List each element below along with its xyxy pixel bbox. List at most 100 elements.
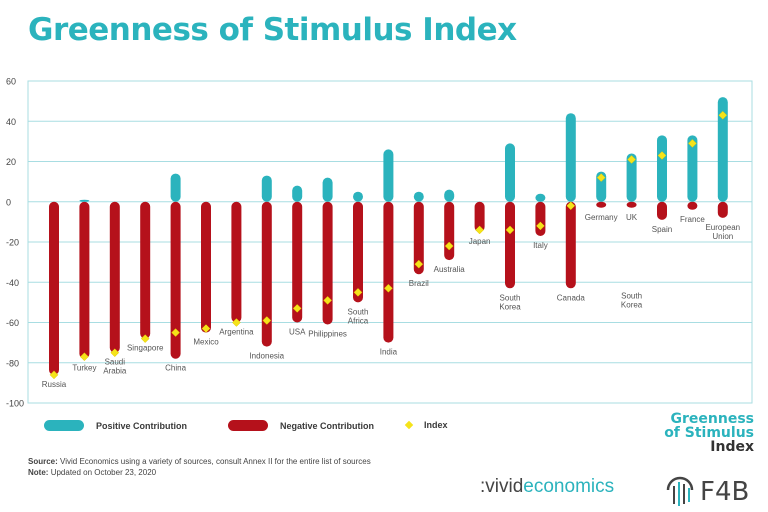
negative-bar: [687, 201, 698, 210]
category-label: European Union: [705, 223, 740, 241]
y-tick-label: -20: [6, 238, 19, 248]
y-tick-label: 20: [6, 157, 16, 167]
positive-bar: [261, 175, 272, 202]
vivid-logo-suffix: economics: [523, 476, 615, 497]
positive-bar: [383, 149, 394, 202]
negative-bar: [231, 201, 242, 323]
f4b-mark-icon: [666, 476, 694, 506]
index-marker: [657, 151, 667, 160]
y-tick-label: -80: [6, 358, 19, 368]
category-label: Singapore: [127, 344, 164, 353]
index-logo-line-3: Index: [710, 439, 754, 455]
index-marker: [475, 225, 484, 235]
legend-item-negative: Negative Contribution: [228, 420, 374, 431]
negative-bar: [383, 201, 394, 343]
positive-bar: [79, 199, 90, 202]
category-label: Mexico: [193, 338, 219, 347]
negative-bar: [596, 201, 607, 208]
source-note: Source: Vivid Economics using a variety …: [28, 456, 371, 478]
category-label: Australia: [434, 265, 466, 274]
index-marker: [505, 225, 515, 235]
negative-bar: [109, 201, 120, 353]
f4b-text: F4B: [700, 477, 749, 507]
legend-swatch-positive: [44, 420, 84, 431]
negative-bar: [49, 201, 59, 375]
positive-bar: [565, 113, 576, 202]
category-label: Saudi Arabia: [103, 358, 127, 376]
positive-bar: [717, 97, 728, 202]
positive-bar: [687, 135, 698, 202]
vivid-logo-prefix: :vivid: [480, 476, 524, 497]
negative-bar: [201, 201, 211, 333]
note-label: Note:: [28, 468, 49, 477]
category-label: South Africa: [348, 307, 369, 325]
category-label: USA: [289, 328, 306, 337]
legend-label-negative: Negative Contribution: [280, 420, 374, 431]
index-marker: [171, 328, 180, 337]
y-tick-label: 0: [6, 197, 11, 207]
vivid-economics-logo: :vivideconomics: [480, 476, 614, 498]
category-label: UK: [626, 213, 638, 222]
category-label: India: [380, 348, 398, 357]
negative-bar: [565, 201, 576, 289]
index-marker: [232, 318, 241, 327]
negative-bar: [170, 201, 181, 359]
legend-item-index: Index: [404, 420, 448, 430]
category-label: Brazil: [409, 279, 429, 288]
category-label: Spain: [652, 225, 672, 234]
negative-bar: [474, 201, 485, 232]
category-label: Indonesia: [249, 352, 284, 361]
index-logo: Greenness of Stimulus Index: [664, 412, 754, 454]
category-label: Argentina: [219, 328, 254, 337]
index-marker: [201, 324, 211, 333]
positive-bar: [322, 177, 333, 202]
y-tick-label: 40: [6, 117, 16, 127]
negative-bar: [140, 201, 151, 339]
positive-bar: [413, 191, 424, 202]
category-label: Russia: [42, 380, 67, 389]
index-marker: [596, 173, 606, 182]
y-tick-label: -40: [6, 278, 19, 288]
index-marker: [536, 221, 545, 231]
negative-bar: [353, 201, 363, 303]
legend-item-positive: Positive Contribution: [44, 420, 187, 431]
negative-bar: [657, 201, 667, 220]
negative-bar: [292, 201, 303, 323]
legend-swatch-negative: [228, 420, 268, 431]
category-label: Turkey: [72, 364, 96, 373]
index-logo-line-2: of Stimulus: [664, 425, 754, 441]
positive-bar: [657, 135, 667, 202]
category-label: China: [165, 364, 186, 373]
y-tick-label: 60: [6, 77, 16, 87]
negative-bar: [413, 201, 424, 275]
negative-bar: [535, 201, 546, 236]
index-marker: [688, 139, 697, 148]
positive-bar: [170, 173, 181, 202]
positive-bar: [292, 185, 303, 202]
index-marker: [627, 155, 636, 164]
y-tick-label: -60: [6, 318, 19, 328]
source-label: Source:: [28, 457, 58, 466]
category-label: Canada: [557, 293, 586, 302]
negative-bar: [322, 201, 333, 325]
index-marker: [110, 348, 120, 358]
positive-bar: [353, 191, 363, 202]
index-marker: [414, 259, 424, 269]
index-marker: [718, 110, 728, 120]
index-marker: [353, 287, 363, 297]
positive-bar: [626, 153, 637, 202]
index-marker: [80, 352, 89, 362]
index-marker: [566, 201, 576, 211]
positive-bar: [444, 189, 455, 202]
index-marker: [262, 316, 272, 325]
category-label: Germany: [585, 213, 618, 222]
f4b-logo: F4B: [666, 476, 749, 507]
index-marker: [292, 304, 302, 313]
index-marker: [444, 241, 454, 251]
positive-bar: [535, 193, 546, 202]
index-marker: [49, 370, 59, 380]
category-label: Philippines: [308, 330, 347, 339]
category-label-extra: South Korea: [621, 291, 643, 309]
negative-bar: [444, 201, 455, 261]
